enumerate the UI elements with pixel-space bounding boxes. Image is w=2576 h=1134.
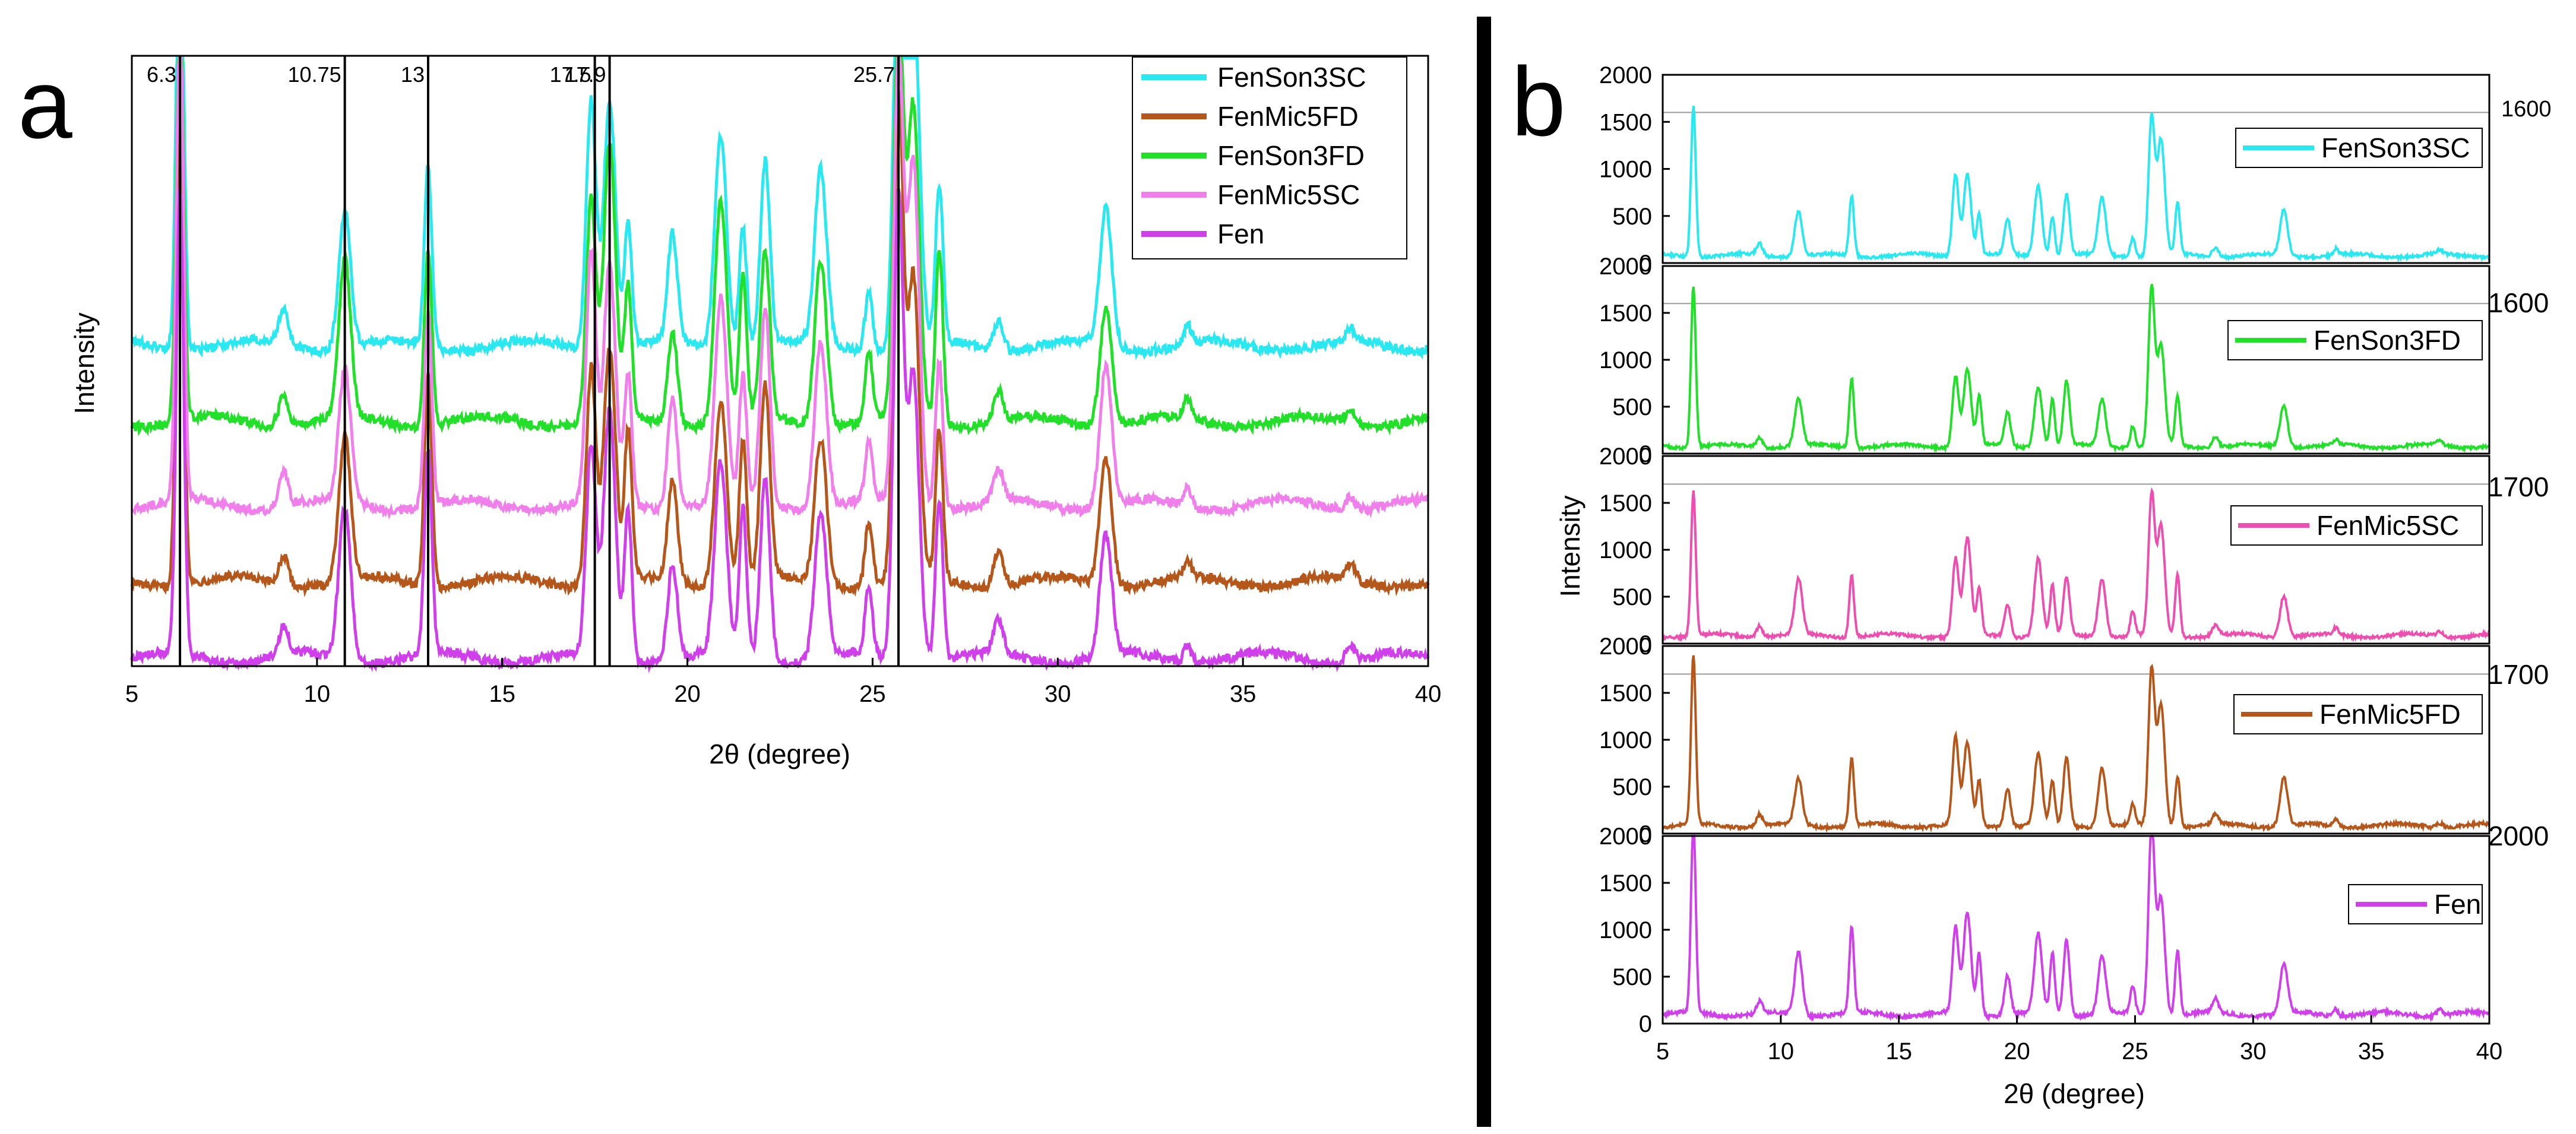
y-tick-label: 2000	[1599, 823, 1652, 850]
reference-line-label: 6.3	[147, 62, 176, 87]
x-tick-label: 5	[1656, 1038, 1669, 1065]
panel-b: 05001000150020001600FenSon3SC05001000150…	[1555, 62, 2552, 1109]
legend-label: FenMic5SC	[1217, 179, 1360, 210]
panel-a-y-axis-label: Intensity	[69, 312, 100, 414]
panel-b-trace-fenson3fd	[1662, 284, 2490, 454]
panel-a-x-axis-label: 2θ (degree)	[709, 739, 850, 769]
subplot-legend-label: FenSon3FD	[2314, 325, 2461, 356]
x-tick-label: 10	[1768, 1038, 1795, 1065]
x-tick-label: 5	[125, 681, 138, 707]
x-tick-label: 25	[2122, 1038, 2148, 1065]
reference-line-label: 13	[401, 62, 425, 87]
panel-b-subplot-fen: 0 500 1000 1500 2000 2000 Fen	[1599, 821, 2549, 1037]
y-tick-label: 0	[1639, 631, 1652, 657]
x-tick-label: 40	[2476, 1038, 2503, 1065]
subplot-frame	[1662, 835, 2490, 1025]
y-tick-label: 1000	[1599, 157, 1652, 183]
legend-label: FenSon3SC	[1217, 62, 1366, 93]
panel-a-series-fenson3sc	[130, 56, 1429, 361]
panel-b-x-ticks: 5 10 15 20 25 30 35 40	[1656, 1015, 2502, 1065]
y-tick-label: 1000	[1599, 347, 1652, 373]
reference-line-label: 17.5	[550, 62, 591, 87]
y-tick-label: 2000	[1599, 444, 1652, 470]
max-intensity-label: 1700	[2488, 471, 2549, 502]
y-tick-label: 500	[1612, 394, 1652, 420]
max-intensity-label: 2000	[2488, 821, 2549, 851]
panel-b-trace-fenmic5sc	[1662, 487, 2490, 642]
panel-b-y-axis-label: Intensity	[1555, 495, 1586, 597]
x-tick-label: 20	[674, 681, 701, 707]
panel-a-series-fenmic5sc	[131, 56, 1429, 520]
x-tick-label: 10	[304, 681, 331, 707]
panel-a-series-fenson3fd	[130, 56, 1430, 437]
panel-b-subplot-fenmic5fd: 0 500 1000 1500 2000 1700 FenMic5FD	[1599, 633, 2549, 847]
y-tick-label: 500	[1612, 774, 1652, 800]
x-tick-label: 15	[489, 681, 515, 707]
x-tick-label: 40	[1415, 681, 1442, 707]
y-tick-label: 1000	[1599, 917, 1652, 943]
max-intensity-label: 1600	[2501, 97, 2552, 122]
panel-a-series-fenmic5fd	[130, 86, 1430, 597]
subplot-legend-label: FenMic5SC	[2316, 510, 2459, 541]
y-tick-label: 0	[1639, 1011, 1652, 1037]
panel-divider	[1477, 17, 1491, 1127]
x-tick-label: 35	[2358, 1038, 2385, 1065]
y-tick-label: 1000	[1599, 727, 1652, 753]
y-tick-label: 1500	[1599, 300, 1652, 327]
panel-b-trace-fen	[1662, 835, 2490, 1023]
panel-a: 6.3 10.75 13 17.517.9 25.7 5 10 15 20 25 30 35 40 2…	[69, 55, 1441, 769]
subplot-frame	[1662, 74, 2490, 264]
y-tick-label: 500	[1612, 204, 1652, 230]
subplot-legend-label: Fen	[2434, 889, 2481, 920]
x-tick-label: 20	[2004, 1038, 2030, 1065]
y-tick-label: 0	[1639, 821, 1652, 847]
y-tick-label: 1500	[1599, 680, 1652, 707]
panel-b-subplot-fenson3sc: 0 500 1000 1500 2000 1600 FenSon3SC	[1599, 62, 2552, 277]
legend-label: FenSon3FD	[1217, 140, 1365, 171]
y-tick-label: 2000	[1599, 254, 1652, 280]
y-tick-label: 1500	[1599, 870, 1652, 897]
x-tick-label: 25	[859, 681, 886, 707]
y-tick-label: 500	[1612, 584, 1652, 610]
y-tick-label: 1500	[1599, 109, 1652, 135]
panel-b-trace-fenson3sc	[1662, 106, 2490, 263]
panel-a-x-ticks: 5 10 15 20 25 30 35 40	[125, 658, 1441, 707]
subplot-legend-label: FenSon3SC	[2321, 132, 2470, 163]
y-tick-label: 1500	[1599, 490, 1652, 517]
panel-b-x-axis-label: 2θ (degree)	[2004, 1078, 2145, 1109]
panel-b-subplot-fenmic5sc: 0 500 1000 1500 2000 1700 FenMic5SC	[1599, 444, 2549, 657]
subplot-legend-label: FenMic5FD	[2319, 699, 2461, 730]
panel-a-letter: a	[18, 49, 72, 159]
reference-line-label: 25.7	[853, 62, 895, 87]
y-tick-label: 0	[1639, 251, 1652, 277]
max-intensity-label: 1700	[2488, 659, 2549, 690]
x-tick-label: 30	[2240, 1038, 2267, 1065]
panel-a-reference-lines: 6.3 10.75 13 17.517.9 25.7	[147, 56, 900, 666]
panel-b-subplot-fenson3fd: 0 500 1000 1500 2000 1600 FenSon3FD	[1599, 254, 2549, 467]
y-tick-label: 2000	[1599, 62, 1652, 88]
panel-a-plot-frame	[131, 55, 1429, 667]
panel-b-letter: b	[1511, 47, 1566, 156]
y-tick-label: 0	[1639, 441, 1652, 467]
reference-line-label: 17.9	[565, 62, 606, 87]
panel-b-subplots: 0 500 1000 1500 2000 1600 FenSon3SC 0 500 1000 150…	[1599, 62, 2552, 1037]
y-tick-label: 500	[1612, 964, 1652, 990]
panel-a-traces	[130, 56, 1430, 673]
x-tick-label: 15	[1885, 1038, 1912, 1065]
max-intensity-label: 1600	[2488, 287, 2549, 318]
x-tick-label: 35	[1230, 681, 1257, 707]
panel-a-series-fen	[130, 186, 1430, 673]
legend-label: FenMic5FD	[1217, 101, 1359, 132]
legend-label: Fen	[1217, 218, 1264, 249]
x-tick-label: 30	[1045, 681, 1071, 707]
y-tick-label: 1000	[1599, 537, 1652, 563]
reference-line-label: 10.75	[288, 62, 341, 87]
panel-a-legend: FenSon3SC FenMic5FD FenSon3FD FenMic5SC Fen	[1132, 56, 1407, 259]
y-tick-label: 2000	[1599, 633, 1652, 660]
panel-b-trace-fenmic5fd	[1662, 655, 2490, 834]
